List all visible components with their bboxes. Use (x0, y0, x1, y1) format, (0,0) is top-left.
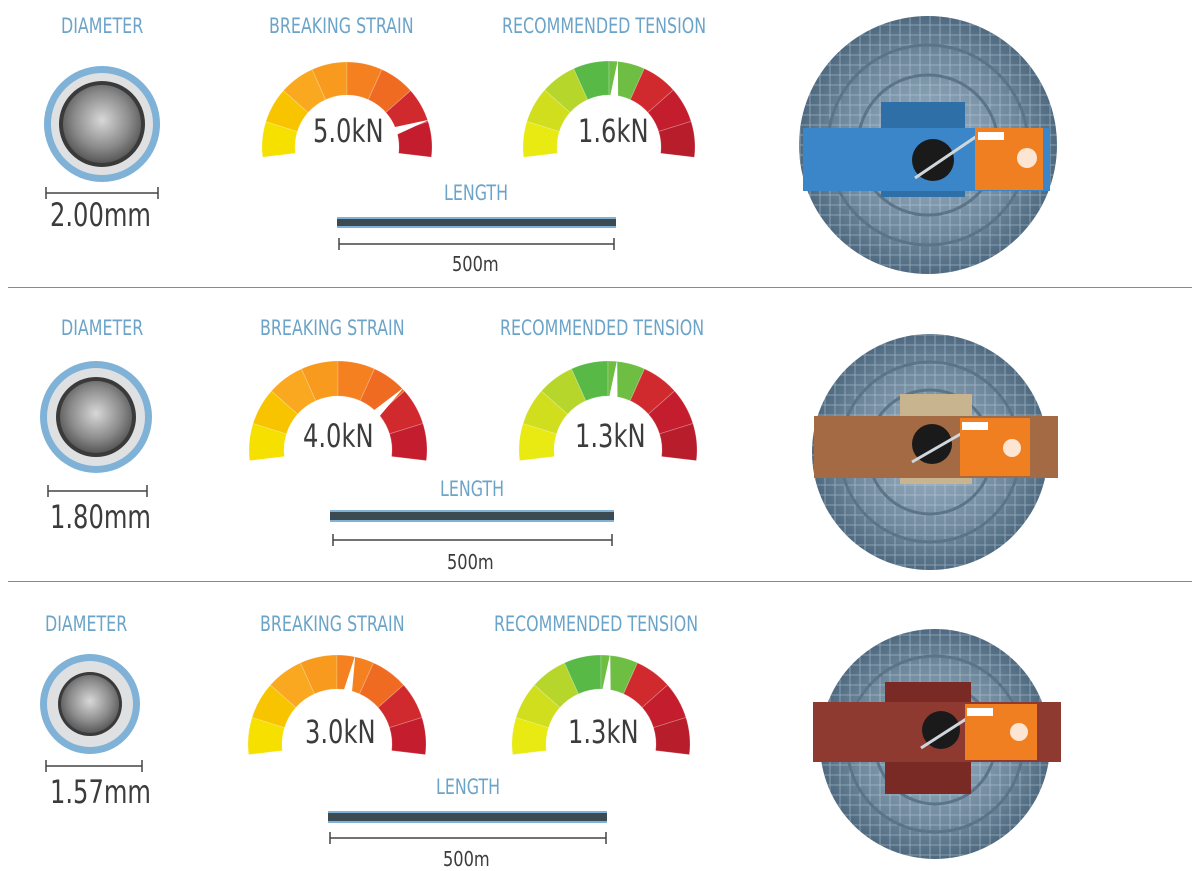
gauge-segment (540, 368, 587, 415)
length-label: LENGTH (440, 477, 505, 501)
gauge-segment (658, 120, 696, 158)
gauge-segment (629, 68, 674, 114)
breaking-strain-label: BREAKING STRAIN (269, 14, 414, 38)
gauge-segment (623, 662, 669, 709)
gauge-segment (261, 121, 298, 158)
gauge-segment (248, 422, 287, 462)
diameter-label: DIAMETER (61, 316, 144, 340)
gauge-segment (659, 422, 698, 462)
diameter-value: 2.00mm (50, 196, 151, 234)
breaking-strain-value: 4.0kN (303, 417, 374, 455)
gauge-segment (518, 422, 557, 462)
recommended-tension-label: RECOMMENDED TENSION (500, 316, 705, 340)
length-value: 500m (443, 847, 490, 871)
gauge-segment (522, 390, 569, 435)
product-row-3: DIAMETER BREAKING STRAIN RECOMMENDED TEN… (0, 580, 1192, 871)
gauge-segment (389, 422, 428, 462)
row-divider (8, 287, 1192, 288)
diameter-measure-line (45, 760, 143, 772)
recommended-tension-gauge (511, 653, 691, 756)
recommended-tension-value: 1.3kN (575, 417, 646, 455)
gauge-segment (511, 716, 550, 756)
breaking-strain-gauge (248, 360, 428, 462)
gauge-segment (247, 716, 286, 756)
wire-cross-section-icon (40, 361, 152, 473)
gauge-segment (544, 68, 589, 114)
breaking-strain-value: 5.0kN (313, 112, 384, 150)
gauge-segment (282, 68, 327, 114)
length-label: LENGTH (444, 181, 509, 205)
gauge-needle (608, 359, 618, 401)
gauge-segment (270, 368, 317, 415)
length-value: 500m (452, 252, 499, 276)
row-divider (8, 581, 1192, 582)
breaking-strain-value: 3.0kN (305, 713, 376, 751)
gauge-segment (522, 120, 560, 158)
recommended-tension-gauge (522, 59, 696, 158)
gauge-needle (601, 653, 611, 694)
diameter-label: DIAMETER (61, 14, 144, 38)
gauge-segment (252, 390, 299, 435)
wire-cross-section-icon (44, 66, 160, 182)
gauge-segment (388, 716, 427, 756)
diameter-value: 1.57mm (50, 773, 151, 811)
length-measure-line (338, 238, 615, 250)
length-bar (328, 811, 607, 823)
gauge-needle (371, 387, 405, 419)
barbed-wire-coil-image (812, 334, 1058, 570)
length-label: LENGTH (436, 775, 501, 799)
wire-cross-section-icon (40, 654, 140, 754)
length-measure-line (332, 534, 613, 546)
diameter-value: 1.80mm (50, 498, 151, 536)
length-value: 500m (447, 550, 494, 574)
gauge-segment (359, 662, 405, 709)
row-graphics (40, 653, 691, 844)
gauge-needle (342, 654, 356, 696)
gauge-segment (367, 68, 412, 114)
recommended-tension-value: 1.3kN (568, 713, 639, 751)
diameter-measure-line (45, 187, 159, 199)
row-graphics (44, 59, 696, 250)
gauge-needle (391, 119, 430, 137)
breaking-strain-gauge (247, 654, 427, 756)
gauge-needle (609, 59, 619, 100)
diameter-measure-line (47, 485, 148, 497)
length-bar (330, 510, 614, 522)
gauge-segment (652, 716, 691, 756)
length-bar (337, 217, 616, 228)
product-row-1: DIAMETER BREAKING STRAIN RECOMMENDED TEN… (0, 0, 1192, 290)
recommended-tension-label: RECOMMENDED TENSION (502, 14, 707, 38)
recommended-tension-value: 1.6kN (578, 112, 649, 150)
product-row-2: DIAMETER BREAKING STRAIN RECOMMENDED TEN… (0, 290, 1192, 580)
recommended-tension-label: RECOMMENDED TENSION (494, 612, 699, 636)
barbed-wire-coil-image (813, 629, 1061, 859)
length-measure-line (329, 832, 607, 844)
row-graphics (40, 359, 698, 546)
breaking-strain-label: BREAKING STRAIN (260, 612, 405, 636)
barbed-wire-coil-image (799, 16, 1057, 274)
breaking-strain-gauge (261, 61, 433, 158)
diameter-label: DIAMETER (45, 612, 128, 636)
recommended-tension-gauge (518, 359, 698, 462)
breaking-strain-label: BREAKING STRAIN (260, 316, 405, 340)
